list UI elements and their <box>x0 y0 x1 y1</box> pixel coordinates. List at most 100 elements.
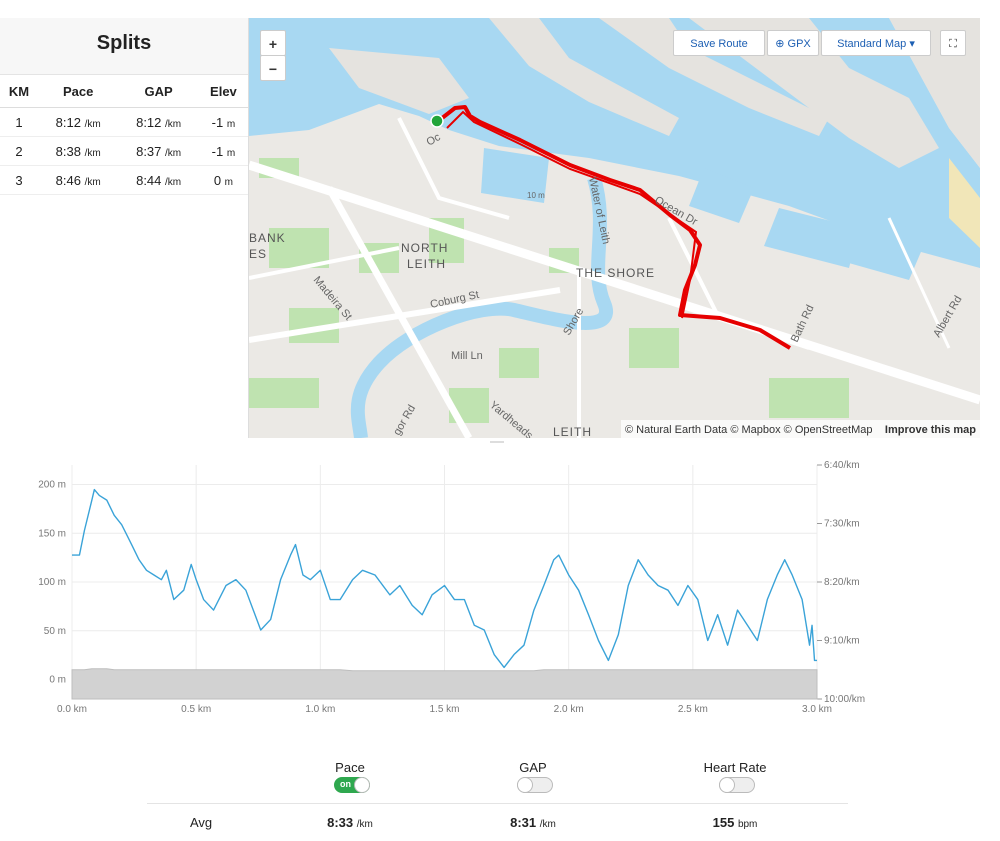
split-elev: 0 m <box>198 165 248 195</box>
column-header: Elev <box>198 75 248 108</box>
y2-tick-label: 8:20/km <box>824 577 860 588</box>
zoom-out-button[interactable]: − <box>260 55 286 81</box>
map-pier <box>489 18 679 136</box>
split-value: 8:38 <box>55 143 81 159</box>
split-value: -1 <box>211 114 224 130</box>
map-label: LEITH <box>553 425 592 438</box>
x-tick-label: 0.0 km <box>57 704 87 715</box>
split-unit: /km <box>84 147 101 159</box>
split-value: -1 <box>211 143 224 159</box>
gpx-button[interactable]: ⊕ GPX <box>767 30 819 56</box>
toggle-knob <box>719 777 735 793</box>
average-value: 8:31 /km <box>473 815 593 830</box>
split-value: 8:37 <box>136 143 162 159</box>
y-tick-label: 100 m <box>38 577 66 588</box>
y2-tick-label: 6:40/km <box>824 460 860 471</box>
split-unit: /km <box>165 147 182 159</box>
split-value: 8:44 <box>136 172 162 188</box>
map-pier <box>599 18 829 136</box>
map-river <box>350 175 613 438</box>
split-pace: 8:46 /km <box>37 165 119 195</box>
x-tick-label: 0.5 km <box>181 704 211 715</box>
split-km: 2 <box>0 136 38 166</box>
zoom-in-button[interactable]: + <box>260 30 286 56</box>
split-gap: 8:44 /km <box>118 165 199 195</box>
control-label: GAP <box>519 760 547 775</box>
average-value: 155 bpm <box>675 815 795 830</box>
split-value: 8:46 <box>55 172 81 188</box>
y2-tick-label: 10:00/km <box>824 694 865 705</box>
save-route-button[interactable]: Save Route <box>673 30 765 56</box>
y2-tick-label: 7:30/km <box>824 519 860 530</box>
toggle[interactable] <box>719 777 755 793</box>
split-unit: /km <box>165 118 182 130</box>
split-unit: m <box>226 147 236 159</box>
split-unit: m <box>224 176 234 188</box>
separator <box>147 803 848 804</box>
y2-tick-label: 9:10/km <box>824 636 860 647</box>
map-label: ES <box>249 247 267 261</box>
map-label: NORTH <box>401 241 448 255</box>
route-line <box>446 110 698 319</box>
split-km: 3 <box>0 165 38 195</box>
y-tick-label: 50 m <box>44 626 66 637</box>
map-label: Mill Ln <box>451 350 483 362</box>
column-header: Pace <box>37 75 119 108</box>
map-label: LEITH <box>407 257 446 271</box>
pace-line <box>72 488 817 669</box>
average-unit: /km <box>356 819 373 830</box>
map-style-dropdown[interactable]: Standard Map ▾ <box>821 30 931 56</box>
split-elev: -1 m <box>198 136 248 166</box>
x-tick-label: 1.5 km <box>429 704 459 715</box>
control-label: Heart Rate <box>703 760 767 775</box>
control-label: Pace <box>335 760 365 775</box>
toggle[interactable] <box>517 777 553 793</box>
split-pace: 8:12 /km <box>37 107 119 137</box>
splits-panel: Splits KM Pace GAP Elev 1 8:12 /km 8:12 /k… <box>0 18 249 438</box>
toggle-knob <box>354 777 370 793</box>
elevation-pace-chart: 0.0 km 0.5 km 1.0 km 1.5 km 2.0 km 2.5 km 3.0 … <box>38 441 865 715</box>
y-tick-label: 150 m <box>38 528 66 539</box>
toggle-state: on <box>340 779 351 789</box>
x-tick-label: 1.0 km <box>305 704 335 715</box>
y-tick-label: 200 m <box>38 480 66 491</box>
route-start <box>430 114 444 128</box>
route-map[interactable]: BANK ES NORTH LEITH THE SHORE LEITH Cobu… <box>249 18 980 438</box>
map-attribution: © Natural Earth Data © Mapbox © OpenStre… <box>625 424 872 436</box>
attribution-box <box>621 420 980 438</box>
map-beach <box>949 158 980 248</box>
x-tick-label: 3.0 km <box>802 704 832 715</box>
x-tick-label: 2.5 km <box>678 704 708 715</box>
map-label: 10 m <box>527 191 545 200</box>
average-unit: bpm <box>737 819 758 830</box>
splits-title: Splits <box>0 18 248 75</box>
split-gap: 8:12 /km <box>118 107 199 137</box>
map-basin <box>481 148 549 203</box>
average-number: 155 <box>712 815 735 830</box>
toggle[interactable]: on <box>334 777 370 793</box>
route-line <box>435 105 792 350</box>
split-elev: -1 m <box>198 107 248 137</box>
average-number: 8:33 <box>327 815 354 830</box>
button-label: Standard Map <box>837 38 907 50</box>
average-value: 8:33 /km <box>290 815 410 830</box>
column-header: KM <box>0 75 38 108</box>
map-basin <box>824 208 929 280</box>
y-tick-label: 0 m <box>49 675 66 686</box>
toggle-knob <box>517 777 533 793</box>
column-header: GAP <box>118 75 199 108</box>
split-gap: 8:37 /km <box>118 136 199 166</box>
button-label: GPX <box>787 38 811 50</box>
improve-map-link[interactable]: Improve this map <box>885 424 976 436</box>
split-value: 8:12 <box>55 114 81 130</box>
split-row: 3 8:46 /km 8:44 /km 0 m <box>0 165 248 195</box>
fullscreen-button[interactable]: ⛶ <box>940 30 966 56</box>
map-basin <box>689 168 754 223</box>
split-pace: 8:38 /km <box>37 136 119 166</box>
split-value: 0 <box>213 172 222 188</box>
average-number: 8:31 <box>510 815 537 830</box>
split-row: 1 8:12 /km 8:12 /km -1 m <box>0 107 248 137</box>
split-unit: /km <box>165 176 182 188</box>
